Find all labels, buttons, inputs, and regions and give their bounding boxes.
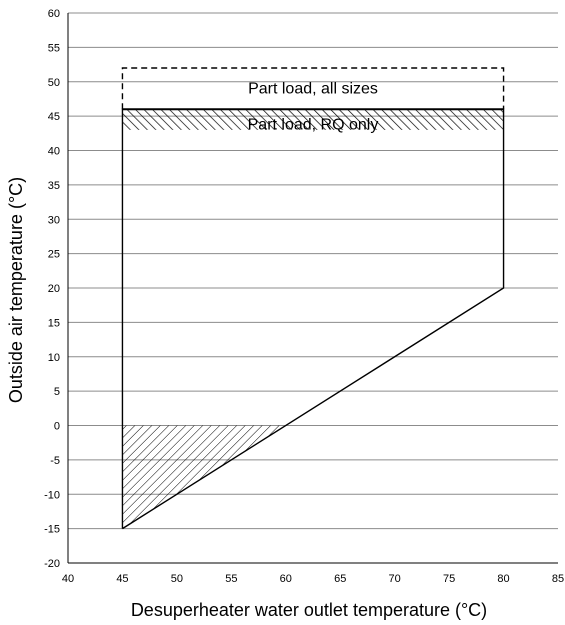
x-tick-label-80: 80 (497, 573, 509, 585)
y-tick-label--10: -10 (44, 489, 60, 501)
y-axis-label: Outside air temperature (°C) (6, 177, 26, 403)
part-load-all-sizes-outline (121, 67, 505, 110)
y-tick-label-60: 60 (48, 8, 60, 20)
y-tick-label-15: 15 (48, 317, 60, 329)
tick-labels: -20 -15 -10 -5 0 5 10 15 20 25 30 35 40 45 50 55 60 40 45 5… (44, 8, 564, 585)
annotations: Part load, all sizes Part load, RQ only (248, 81, 379, 134)
y-tick-label--15: -15 (44, 524, 60, 536)
annotation-part-load-all-sizes: Part load, all sizes (248, 81, 378, 98)
x-tick-label-50: 50 (171, 573, 183, 585)
y-tick-label-55: 55 (48, 42, 60, 54)
axes (67, 13, 558, 564)
x-tick-label-45: 45 (116, 573, 128, 585)
y-tick-label-35: 35 (48, 180, 60, 192)
y-tick-label--20: -20 (44, 558, 60, 570)
x-axis-label: Desuperheater water outlet temperature (… (131, 600, 487, 620)
y-tick-label-10: 10 (48, 352, 60, 364)
y-tick-label--5: -5 (50, 455, 60, 467)
y-tick-label-20: 20 (48, 283, 60, 295)
x-tick-label-85: 85 (552, 573, 564, 585)
y-tick-label-50: 50 (48, 77, 60, 89)
x-tick-label-55: 55 (225, 573, 237, 585)
x-tick-label-70: 70 (389, 573, 401, 585)
y-tick-label-0: 0 (54, 421, 60, 433)
x-tick-label-65: 65 (334, 573, 346, 585)
y-tick-label-5: 5 (54, 386, 60, 398)
x-tick-label-75: 75 (443, 573, 455, 585)
y-tick-label-25: 25 (48, 249, 60, 261)
envelope-lines (121, 67, 505, 530)
y-tick-label-45: 45 (48, 111, 60, 123)
part-load-rq-only-region (122, 109, 504, 130)
hatched-regions (122, 109, 504, 529)
y-tick-label-30: 30 (48, 214, 60, 226)
x-tick-label-60: 60 (280, 573, 292, 585)
y-tick-label-40: 40 (48, 146, 60, 158)
x-tick-label-40: 40 (62, 573, 74, 585)
annotation-part-load-rq-only: Part load, RQ only (248, 116, 379, 133)
